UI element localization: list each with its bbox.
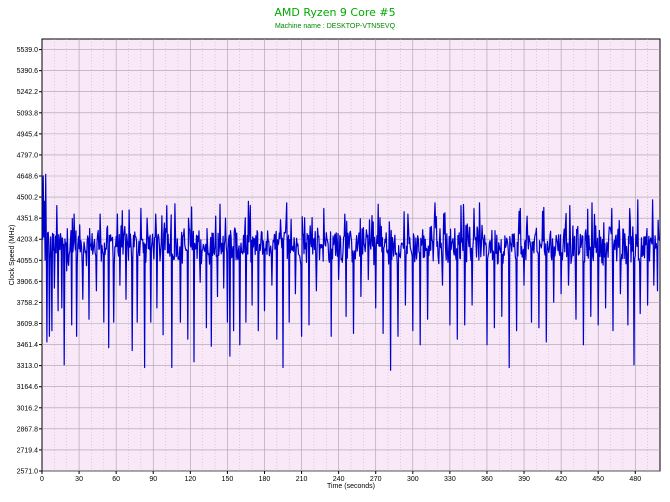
x-axis-label: Time (seconds) bbox=[327, 483, 375, 490]
y-tick-label: 3609.8 bbox=[17, 321, 39, 328]
y-tick-label: 4203.4 bbox=[17, 237, 39, 244]
x-tick-label: 300 bbox=[407, 476, 419, 483]
y-tick-label: 2867.8 bbox=[17, 426, 39, 433]
x-tick-label: 240 bbox=[333, 476, 345, 483]
y-tick-label: 4500.2 bbox=[17, 195, 39, 202]
y-tick-label: 3016.2 bbox=[17, 405, 39, 412]
y-tick-label: 3461.4 bbox=[17, 342, 39, 349]
x-tick-label: 480 bbox=[629, 476, 641, 483]
y-axis-label: Clock Speed (MHz) bbox=[9, 225, 16, 286]
x-tick-label: 360 bbox=[481, 476, 493, 483]
y-tick-label: 5390.6 bbox=[17, 68, 39, 75]
y-tick-label: 4055.0 bbox=[17, 258, 39, 265]
y-tick-label: 5093.8 bbox=[17, 110, 39, 117]
x-tick-label: 390 bbox=[518, 476, 530, 483]
y-tick-label: 4797.0 bbox=[17, 152, 39, 159]
y-tick-labels: 5539.0 5390.6 5242.2 5093.8 4945.4 4797.0 4648… bbox=[17, 47, 39, 475]
x-tick-label: 450 bbox=[592, 476, 604, 483]
x-tick-label: 0 bbox=[40, 476, 44, 483]
chart-subtitle: Machine name : DESKTOP-VTN5EVQ bbox=[275, 23, 396, 30]
chart-title: AMD Ryzen 9 Core #5 bbox=[274, 6, 395, 19]
y-tick-label: 3164.6 bbox=[17, 384, 39, 391]
y-tick-label: 4648.6 bbox=[17, 174, 39, 181]
y-tick-label: 3758.2 bbox=[17, 300, 39, 307]
y-tick-label: 2719.4 bbox=[17, 447, 39, 454]
y-tick-label: 3313.0 bbox=[17, 363, 39, 370]
x-tick-label: 30 bbox=[75, 476, 83, 483]
x-tick-label: 60 bbox=[112, 476, 120, 483]
x-tick-label: 330 bbox=[444, 476, 456, 483]
series-line-clock-speed bbox=[41, 173, 661, 371]
x-tick-label: 420 bbox=[555, 476, 567, 483]
y-tick-label: 5539.0 bbox=[17, 47, 39, 54]
x-tick-labels: 0 30 60 90 120 150 180 210 240 270 300 330 360 390 420… bbox=[40, 476, 641, 483]
x-tick-label: 210 bbox=[296, 476, 308, 483]
y-tick-label: 2571.0 bbox=[17, 469, 39, 476]
x-tick-label: 180 bbox=[259, 476, 271, 483]
y-tick-label: 3906.6 bbox=[17, 279, 39, 286]
y-tick-label: 5242.2 bbox=[17, 89, 39, 96]
x-tick-label: 270 bbox=[370, 476, 382, 483]
x-tick-label: 150 bbox=[222, 476, 234, 483]
y-tick-label: 4351.8 bbox=[17, 216, 39, 223]
x-tick-label: 120 bbox=[184, 476, 196, 483]
y-tick-label: 4945.4 bbox=[17, 131, 39, 138]
x-tick-label: 90 bbox=[149, 476, 157, 483]
